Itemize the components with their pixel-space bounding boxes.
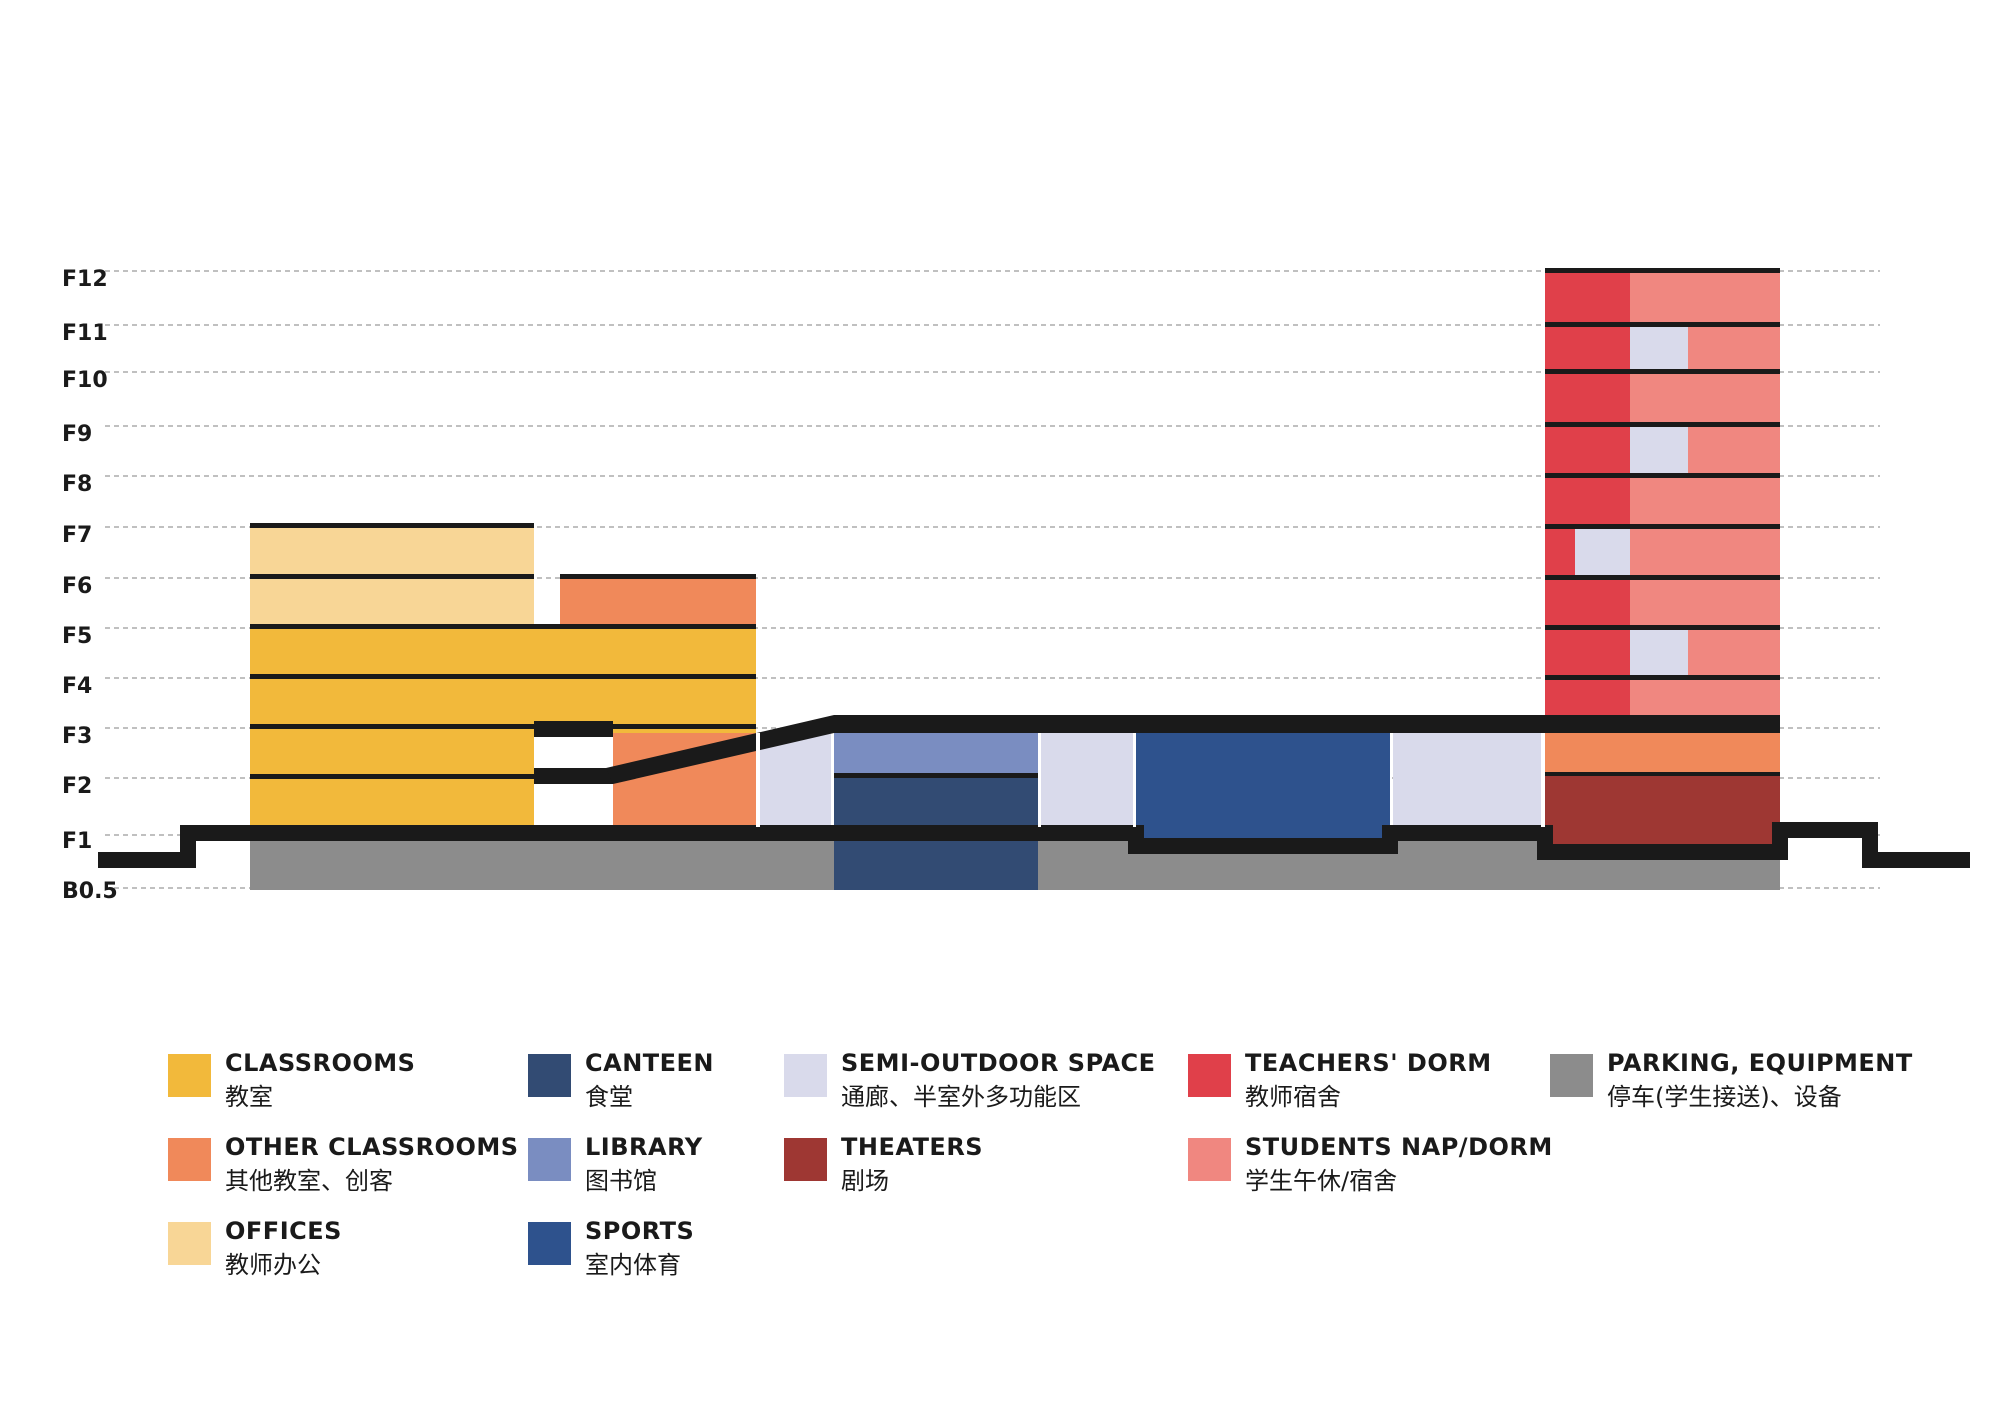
legend-sublabel: 停车(学生接送)、设备 xyxy=(1607,1083,1842,1111)
legend-label: CANTEEN xyxy=(585,1049,715,1077)
floor-label: F4 xyxy=(62,674,92,699)
floor-label: F8 xyxy=(62,472,92,497)
legend-sublabel: 其他教室、创客 xyxy=(225,1167,393,1195)
floor-label: F5 xyxy=(62,624,92,649)
legend-item-students-dorm: STUDENTS NAP/DORM 学生午休/宿舍 xyxy=(1188,1130,1553,1198)
legend-label: SPORTS xyxy=(585,1217,695,1245)
legend-sublabel: 剧场 xyxy=(841,1167,889,1195)
legend-sublabel: 图书馆 xyxy=(585,1167,657,1195)
legend-item-library: LIBRARY 图书馆 xyxy=(528,1130,703,1198)
legend-item-theaters: THEATERS 剧场 xyxy=(784,1130,983,1198)
legend-label: PARKING, EQUIPMENT xyxy=(1607,1049,1913,1077)
semi-outdoor-zone xyxy=(1041,733,1133,835)
legend-swatch xyxy=(784,1054,827,1097)
legend-item-parking: PARKING, EQUIPMENT 停车(学生接送)、设备 xyxy=(1550,1046,1913,1114)
semi-outdoor-zone xyxy=(1630,325,1688,372)
legend-item-sports: SPORTS 室内体育 xyxy=(528,1214,694,1282)
legend-label: OFFICES xyxy=(225,1217,342,1245)
legend-sublabel: 通廊、半室外多功能区 xyxy=(841,1083,1081,1111)
legend-sublabel: 教室 xyxy=(225,1083,273,1111)
semi-outdoor-zone xyxy=(1630,628,1688,678)
canteen-basement xyxy=(834,836,1038,890)
floor-label: F6 xyxy=(62,574,92,599)
legend-swatch xyxy=(528,1222,571,1265)
bridge-structure xyxy=(534,715,1780,784)
floor-label: F12 xyxy=(62,267,108,292)
legend-swatch xyxy=(168,1138,211,1181)
floor-labels: F12 F11 F10 F9 F8 F7 F6 F5 F4 F3 F2 F1 B… xyxy=(62,267,118,904)
legend-sublabel: 教师办公 xyxy=(225,1251,321,1279)
legend-item-classrooms: CLASSROOMS 教室 xyxy=(168,1046,415,1114)
classrooms-zone-lower xyxy=(250,728,534,835)
legend-swatch xyxy=(1188,1138,1231,1181)
floor-label: F10 xyxy=(62,368,108,393)
library-zone xyxy=(834,733,1038,777)
legend-sublabel: 室内体育 xyxy=(585,1251,681,1279)
sports-zone xyxy=(1136,733,1390,845)
floor-slabs xyxy=(250,268,1780,833)
block-gaps xyxy=(756,733,1545,827)
other-classrooms-tower xyxy=(1545,733,1780,776)
legend-swatch xyxy=(528,1138,571,1181)
legend-label: SEMI-OUTDOOR SPACE xyxy=(841,1049,1156,1077)
legend-label: LIBRARY xyxy=(585,1133,703,1161)
legend-swatch xyxy=(1188,1054,1231,1097)
legend-swatch xyxy=(168,1054,211,1097)
legend-item-teachers-dorm: TEACHERS' DORM 教师宿舍 xyxy=(1188,1046,1492,1114)
floor-label: F3 xyxy=(62,724,92,749)
legend-item-canteen: CANTEEN 食堂 xyxy=(528,1046,714,1114)
legend-sublabel: 食堂 xyxy=(585,1083,633,1111)
semi-outdoor-zone xyxy=(1630,426,1688,476)
floor-label: F2 xyxy=(62,774,92,799)
legend-item-semi-outdoor: SEMI-OUTDOOR SPACE 通廊、半室外多功能区 xyxy=(784,1046,1156,1114)
floor-label: B0.5 xyxy=(62,879,118,904)
classrooms-zone-mid xyxy=(613,728,756,733)
legend-item-other-classrooms: OTHER CLASSROOMS 其他教室、创客 xyxy=(168,1130,519,1198)
floor-label: F7 xyxy=(62,523,92,548)
legend-label: THEATERS xyxy=(841,1133,984,1161)
semi-outdoor-zone xyxy=(1393,733,1541,835)
legend-label: TEACHERS' DORM xyxy=(1245,1049,1492,1077)
semi-outdoor-zone xyxy=(760,733,831,835)
legend-label: OTHER CLASSROOMS xyxy=(225,1133,519,1161)
floor-label: F11 xyxy=(62,321,108,346)
legend-swatch xyxy=(528,1054,571,1097)
semi-outdoor-zone xyxy=(1575,527,1630,578)
floor-label: F1 xyxy=(62,829,92,854)
theaters-zone xyxy=(1545,776,1780,848)
teachers-dorm-zone xyxy=(1545,271,1630,728)
legend-sublabel: 教师宿舍 xyxy=(1245,1083,1341,1111)
legend-swatch xyxy=(1550,1054,1593,1097)
legend-swatch xyxy=(168,1222,211,1265)
other-classrooms-upper xyxy=(560,578,756,628)
ground-line xyxy=(98,822,1970,868)
legend-label: STUDENTS NAP/DORM xyxy=(1245,1133,1553,1161)
legend-sublabel: 学生午休/宿舍 xyxy=(1245,1167,1398,1195)
legend-swatch xyxy=(784,1138,827,1181)
legend-item-offices: OFFICES 教师办公 xyxy=(168,1214,342,1282)
floor-label: F9 xyxy=(62,422,92,447)
legend-label: CLASSROOMS xyxy=(225,1049,416,1077)
